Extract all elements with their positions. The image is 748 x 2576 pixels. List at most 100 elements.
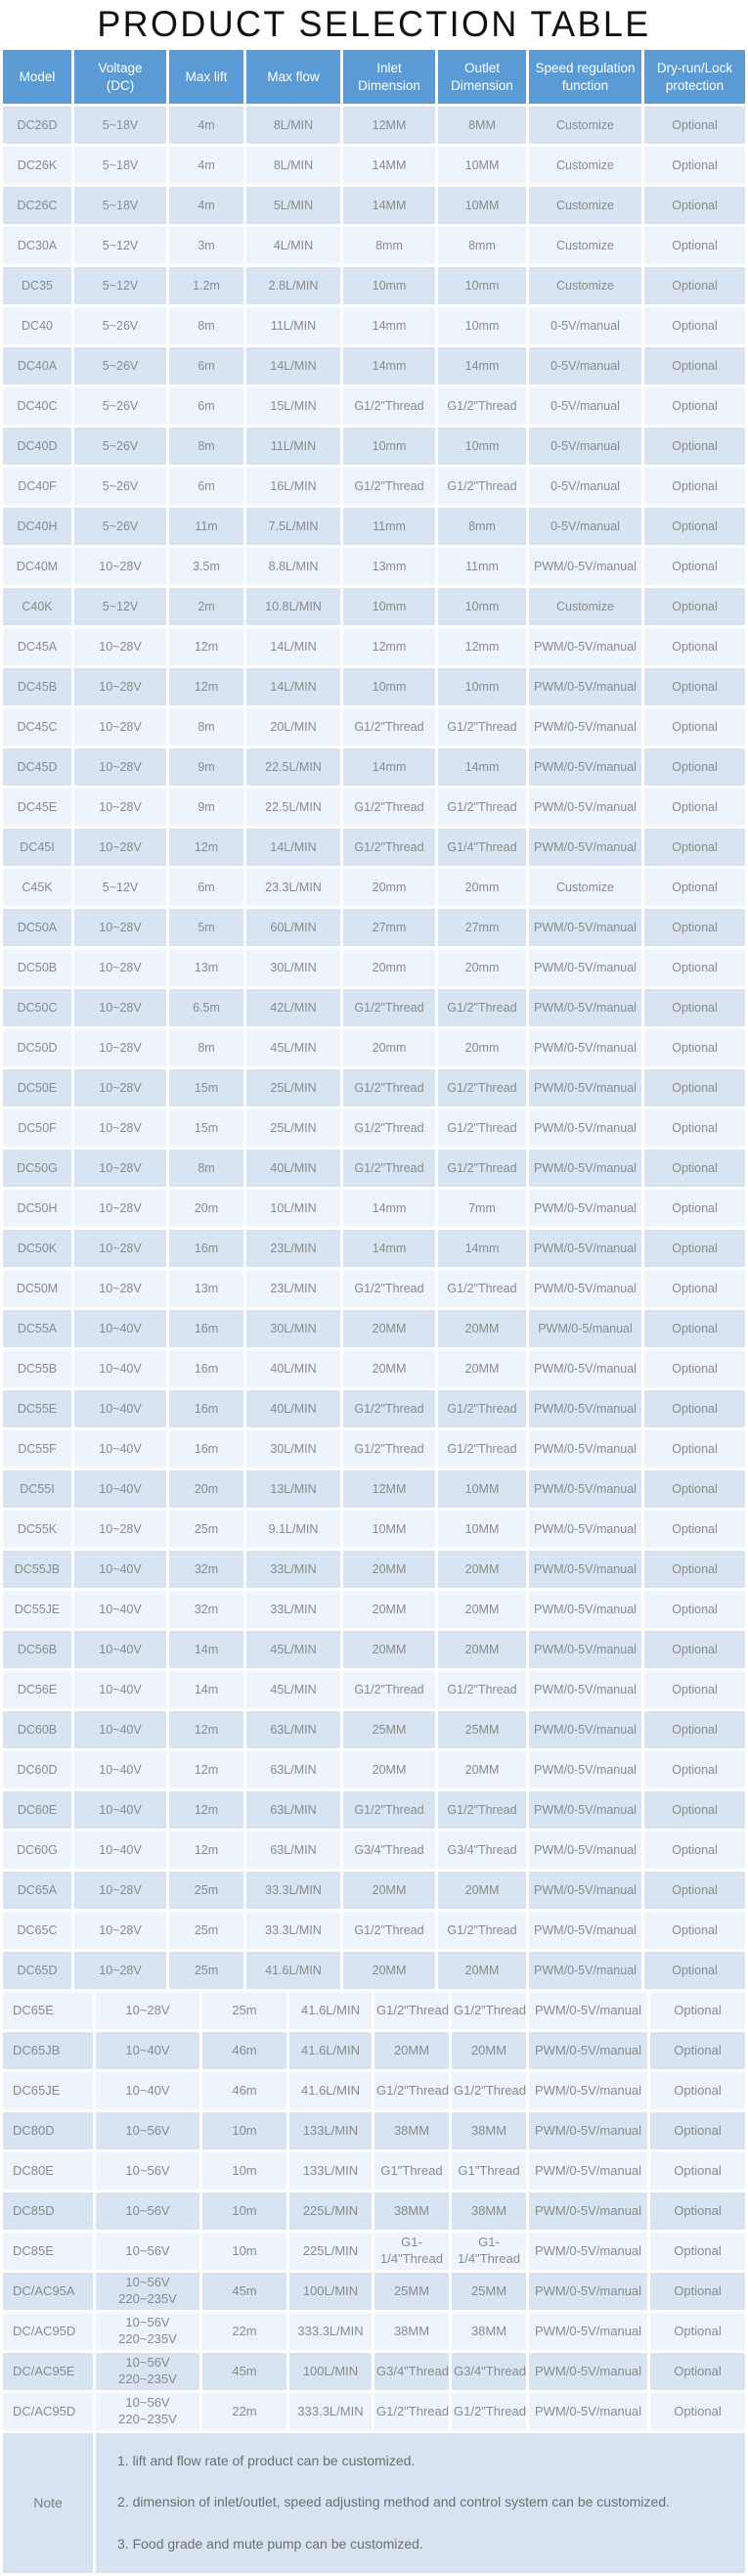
cell-model: DC65JB: [3, 2032, 93, 2069]
cell-inlet: 12mm: [343, 628, 435, 665]
cell-protection: Optional: [644, 1470, 745, 1508]
cell-outlet: G1/2"Thread: [438, 468, 526, 505]
cell-voltage: 5~26V: [74, 508, 166, 545]
cell-outlet: G1/2"Thread: [438, 1671, 526, 1708]
cell-outlet: G1/2"Thread: [438, 1912, 526, 1949]
cell-inlet: 27mm: [343, 909, 435, 946]
column-header-outlet: Outlet Dimension: [438, 50, 526, 104]
table-row: DC40D 5~26V 8m 11L/MIN 10mm 10mm 0-5V/manual Op…: [3, 428, 745, 465]
cell-max-lift: 25m: [169, 1511, 243, 1548]
cell-outlet: 20MM: [438, 1872, 526, 1909]
cell-speed: PWM/0-5V/manual: [529, 2273, 647, 2310]
cell-speed: Customize: [529, 147, 641, 184]
table-row: DC55A 10~40V 16m 30L/MIN 20MM 20MM PWM/0-5/man…: [3, 1310, 745, 1347]
cell-max-lift: 2m: [169, 588, 243, 625]
cell-speed: 0-5V/manual: [529, 468, 641, 505]
cell-protection: Optional: [650, 2192, 745, 2230]
cell-max-lift: 4m: [169, 107, 243, 144]
cell-inlet: 10mm: [343, 668, 435, 705]
cell-inlet: 10MM: [343, 1511, 435, 1548]
cell-model: DC45A: [3, 628, 71, 665]
cell-speed: PWM/0-5V/manual: [529, 949, 641, 986]
cell-inlet: 20MM: [343, 1591, 435, 1628]
cell-voltage: 10~40V: [96, 2072, 199, 2109]
cell-voltage: 10~40V: [74, 1751, 166, 1788]
table-row: DC60D 10~40V 12m 63L/MIN 20MM 20MM PWM/0-5V/ma…: [3, 1751, 745, 1788]
table-row: DC50M 10~28V 13m 23L/MIN G1/2"Thread G1/2"Thr…: [3, 1270, 745, 1307]
cell-max-lift: 8m: [169, 428, 243, 465]
cell-inlet: 14MM: [343, 147, 435, 184]
table-row: DC55F 10~40V 16m 30L/MIN G1/2"Thread G1/2"Thr…: [3, 1430, 745, 1468]
cell-outlet: G1/2"Thread: [438, 989, 526, 1026]
table-row: DC65C 10~28V 25m 33.3L/MIN G1/2"Thread G1/2"T…: [3, 1912, 745, 1949]
cell-protection: Optional: [644, 227, 745, 264]
cell-voltage: 5~26V: [74, 347, 166, 384]
cell-protection: Optional: [644, 909, 745, 946]
cell-speed: PWM/0-5V/manual: [529, 989, 641, 1026]
cell-max-lift: 45m: [202, 2273, 286, 2310]
cell-speed: PWM/0-5V/manual: [529, 2393, 647, 2430]
cell-outlet: G1"Thread: [452, 2152, 526, 2190]
cell-model: DC65D: [3, 1952, 71, 1989]
cell-inlet: 25MM: [343, 1711, 435, 1748]
cell-voltage: 10~28V: [74, 748, 166, 786]
cell-speed: PWM/0-5V/manual: [529, 1751, 641, 1788]
cell-max-flow: 15L/MIN: [246, 387, 340, 425]
cell-outlet: 11mm: [438, 548, 526, 585]
cell-speed: PWM/0-5V/manual: [529, 909, 641, 946]
cell-outlet: 20mm: [438, 1029, 526, 1066]
cell-speed: PWM/0-5V/manual: [529, 1952, 641, 1989]
cell-max-flow: 14L/MIN: [246, 347, 340, 384]
cell-voltage: 10~56V: [96, 2233, 199, 2270]
cell-model: DC55I: [3, 1470, 71, 1508]
cell-protection: Optional: [644, 468, 745, 505]
cell-model: DC55K: [3, 1511, 71, 1548]
cell-outlet: 10MM: [438, 187, 526, 224]
table-row: DC55I 10~40V 20m 13L/MIN 12MM 10MM PWM/0-5V/ma…: [3, 1470, 745, 1508]
table-row: DC40A 5~26V 6m 14L/MIN 14mm 14mm 0-5V/manual Op…: [3, 347, 745, 384]
cell-inlet: 20mm: [343, 1029, 435, 1066]
table-row: DC40C 5~26V 6m 15L/MIN G1/2"Thread G1/2"Threa…: [3, 387, 745, 425]
cell-model: DC55JB: [3, 1551, 71, 1588]
cell-protection: Optional: [644, 1350, 745, 1387]
cell-model: DC45E: [3, 789, 71, 826]
cell-max-flow: 23L/MIN: [246, 1230, 340, 1267]
cell-inlet: 20mm: [343, 869, 435, 906]
cell-model: C40K: [3, 588, 71, 625]
cell-inlet: G1/2"Thread: [343, 708, 435, 746]
cell-speed: PWM/0-5V/manual: [529, 668, 641, 705]
cell-inlet: G3/4"Thread: [343, 1831, 435, 1869]
column-header-voltage: Voltage (DC): [74, 50, 166, 104]
cell-max-flow: 41.6L/MIN: [289, 2032, 372, 2069]
cell-max-flow: 40L/MIN: [246, 1350, 340, 1387]
table-row: DC65E 10~28V 25m 41.6L/MIN G1/2"Thread G1/2"T…: [3, 1992, 745, 2029]
cell-model: DC40M: [3, 548, 71, 585]
cell-max-flow: 16L/MIN: [246, 468, 340, 505]
cell-voltage: 5~12V: [74, 588, 166, 625]
table-row: DC85E 10~56V 10m 225L/MIN G1-1/4"Thread G1-1/…: [3, 2233, 745, 2270]
table-row: DC55B 10~40V 16m 40L/MIN 20MM 20MM PWM/0-5V/ma…: [3, 1350, 745, 1387]
cell-model: DC60E: [3, 1791, 71, 1829]
table-row: DC65A 10~28V 25m 33.3L/MIN 20MM 20MM PWM/0-5V/…: [3, 1872, 745, 1909]
cell-voltage: 10~28V: [74, 1912, 166, 1949]
cell-max-flow: 42L/MIN: [246, 989, 340, 1026]
cell-outlet: G1/2"Thread: [438, 789, 526, 826]
cell-speed: PWM/0-5V/manual: [529, 1631, 641, 1668]
cell-inlet: G1/2"Thread: [343, 1430, 435, 1468]
cell-max-flow: 60L/MIN: [246, 909, 340, 946]
cell-voltage: 10~56V: [96, 2192, 199, 2230]
cell-protection: Optional: [644, 989, 745, 1026]
cell-inlet: 12MM: [343, 1470, 435, 1508]
cell-inlet: 14mm: [343, 307, 435, 344]
cell-outlet: 20mm: [438, 869, 526, 906]
cell-protection: Optional: [644, 267, 745, 304]
cell-inlet: G1/2"Thread: [343, 1791, 435, 1829]
cell-inlet: 20MM: [343, 1952, 435, 1989]
cell-model: C45K: [3, 869, 71, 906]
cell-inlet: 20MM: [343, 1872, 435, 1909]
cell-max-flow: 41.6L/MIN: [246, 1952, 340, 1989]
cell-outlet: 8MM: [438, 107, 526, 144]
cell-speed: PWM/0-5V/manual: [529, 708, 641, 746]
table-row: DC50B 10~28V 13m 30L/MIN 20mm 20mm PWM/0-5V/ma…: [3, 949, 745, 986]
cell-protection: Optional: [644, 1671, 745, 1708]
